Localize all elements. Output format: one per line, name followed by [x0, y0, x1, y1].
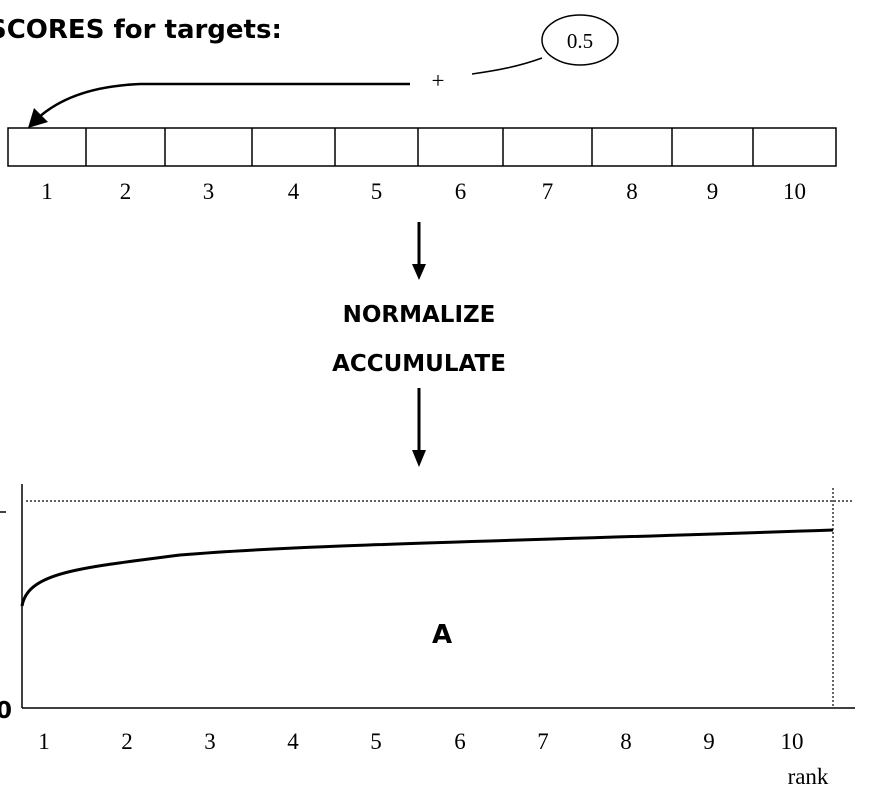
bubble-connector	[471, 57, 543, 75]
insert-arrowhead	[28, 108, 48, 128]
array-index-label: 1	[41, 179, 53, 204]
chart-x-tick-label: 10	[781, 729, 804, 754]
array-cell-dividers	[85, 128, 754, 166]
array-index-labels: 1 2 3 4 5 6 7 8 9 10	[41, 179, 806, 204]
chart-x-tick-label: 9	[703, 729, 715, 754]
array-index-label: 10	[783, 179, 806, 204]
normalize-label: NORMALIZE	[343, 302, 496, 328]
chart-x-tick-label: 7	[537, 729, 549, 754]
array-index-label: 9	[707, 179, 719, 204]
increment-bubble	[541, 14, 619, 66]
accumulate-label: ACCUMULATE	[332, 351, 506, 377]
plus-operator: +	[432, 68, 445, 93]
chart-x-tick-labels: 1 2 3 4 5 6 7 8 9 10	[38, 729, 803, 754]
chart-x-tick-label: 1	[38, 729, 50, 754]
array-index-label: 4	[288, 179, 300, 204]
down-arrowhead-1	[412, 264, 426, 280]
array-index-label: 6	[455, 179, 467, 204]
y-axis-zero-label: 0	[0, 698, 12, 724]
insert-arrow	[37, 82, 410, 119]
array-index-label: 7	[542, 179, 554, 204]
chart-x-tick-label: 3	[204, 729, 216, 754]
area-label: A	[432, 620, 452, 650]
diagram-title: SCORES for targets:	[0, 15, 282, 45]
chart-x-axis-label: rank	[788, 764, 829, 789]
increment-value: 0.5	[567, 29, 593, 53]
cumulative-score-chart: 0 A 1 2 3 4 5 6 7 8 9 10 rank	[0, 484, 855, 789]
down-arrowhead-2	[412, 450, 426, 467]
array-index-label: 8	[626, 179, 638, 204]
chart-x-tick-label: 4	[287, 729, 299, 754]
array-index-label: 5	[371, 179, 383, 204]
array-index-label: 3	[203, 179, 215, 204]
chart-x-tick-label: 5	[370, 729, 382, 754]
chart-x-tick-label: 2	[121, 729, 133, 754]
chart-x-tick-label: 8	[620, 729, 632, 754]
cumulative-curve	[20, 528, 834, 607]
array-outline	[7, 127, 837, 167]
chart-x-tick-label: 6	[454, 729, 466, 754]
array-index-label: 2	[120, 179, 132, 204]
score-array	[7, 127, 837, 167]
